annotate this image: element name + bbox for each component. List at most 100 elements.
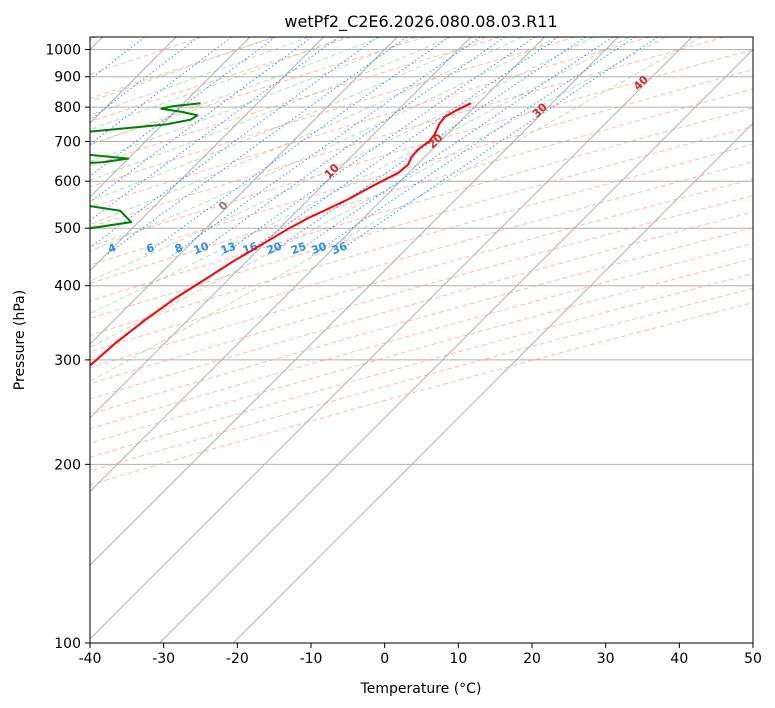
- x-tick-label: 0: [380, 651, 389, 667]
- moist-adiabat: [90, 37, 487, 202]
- profiles: [90, 102, 472, 367]
- mixing-ratio-line: [90, 37, 339, 222]
- moist-adiabat: [90, 37, 345, 131]
- isotherm-label: 40: [631, 73, 651, 93]
- mixing-ratio-label: 20: [265, 240, 284, 258]
- dry-adiabat: [90, 37, 202, 76]
- dry-adiabat: [90, 37, 576, 188]
- isotherm-line: [90, 37, 398, 345]
- mixing-ratio-line: [171, 37, 481, 256]
- x-tick-label: 30: [597, 651, 615, 667]
- mixing-ratio-label: 6: [145, 241, 157, 256]
- isotherm-line: [90, 37, 251, 198]
- mixing-ratio-label: 30: [310, 240, 329, 258]
- mixing-ratio-line: [90, 37, 379, 248]
- mixing-ratio-label: 10: [192, 240, 211, 258]
- y-tick-label: 500: [54, 221, 81, 237]
- mixing-ratio-line: [291, 37, 613, 256]
- moist-adiabat: [90, 37, 558, 252]
- mixing-ratio-label: 13: [219, 240, 238, 257]
- isotherm-line: [90, 37, 324, 272]
- mixing-ratio-line: [90, 37, 276, 177]
- dry-adiabat: [90, 37, 725, 228]
- y-axis-label: Pressure (hPa): [12, 290, 28, 390]
- isotherm-line: [232, 122, 753, 643]
- dry-adiabat: [90, 258, 753, 444]
- x-axis-label: Temperature (°C): [360, 681, 482, 697]
- isotherm-line: [159, 48, 753, 643]
- mixing-ratio-label: 25: [289, 240, 308, 257]
- dewpoint-profile: [90, 102, 201, 230]
- x-tick-label: 50: [744, 651, 762, 667]
- moist-adiabat: [90, 37, 309, 116]
- dry-adiabat: [90, 211, 753, 400]
- y-tick-label: 100: [54, 636, 81, 652]
- mixing-ratio-label: 16: [241, 240, 260, 258]
- dry-adiabat: [90, 242, 753, 430]
- isotherm-label: 10: [322, 161, 342, 181]
- dry-adiabat: [90, 302, 753, 486]
- dry-adiabat: [90, 143, 753, 336]
- dry-adiabat: [90, 88, 753, 284]
- dry-adiabat: [90, 69, 753, 266]
- dry-adiabat: [90, 287, 753, 472]
- dry-adiabat: [90, 49, 753, 247]
- moist-adiabat: [90, 37, 630, 315]
- y-axis-ticks: 100 200 300 400 500 600 700 800 900 1000: [45, 43, 90, 652]
- dry-adiabat: [90, 227, 753, 415]
- mixing-ratio-label: 8: [173, 241, 185, 256]
- mixing-ratio-label: 36: [330, 240, 349, 258]
- dry-adiabat: [90, 37, 501, 167]
- dry-adiabat: [90, 107, 753, 302]
- plot-frame: [89, 36, 754, 644]
- background-lines: [90, 37, 753, 643]
- mixing-ratio-label: 4: [106, 241, 118, 256]
- dry-adiabat: [90, 178, 753, 369]
- dry-adiabat: [90, 161, 753, 353]
- x-tick-label: -20: [226, 651, 249, 667]
- y-tick-label: 900: [54, 70, 81, 86]
- isotherm-label: 30: [530, 100, 550, 120]
- x-tick-label: 10: [449, 651, 467, 667]
- mixing-ratio-label: 1.5: [14, 239, 37, 258]
- x-tick-label: 20: [523, 651, 541, 667]
- x-axis-ticks: -40 -30 -20 -10 0 10 20 30 40 50: [79, 643, 762, 667]
- y-tick-label: 600: [54, 174, 81, 190]
- dry-adiabat: [90, 125, 753, 319]
- dry-adiabat: [90, 37, 351, 123]
- x-tick-label: -10: [300, 651, 323, 667]
- dry-adiabat: [90, 273, 753, 458]
- y-tick-label: 800: [54, 100, 81, 116]
- mixing-ratio-line: [90, 37, 199, 121]
- x-tick-label: -40: [79, 651, 102, 667]
- isotherm-line: [90, 37, 693, 640]
- moist-adiabat: [90, 37, 523, 226]
- mixing-ratio-line: [90, 37, 232, 146]
- dry-adiabat: [90, 195, 753, 385]
- moist-adiabat: [90, 37, 416, 163]
- y-tick-label: 700: [54, 134, 81, 150]
- mixing-ratio-line: [194, 37, 506, 256]
- x-tick-label: -30: [152, 651, 175, 667]
- y-tick-label: 300: [54, 353, 81, 369]
- moist-adiabat: [90, 37, 594, 282]
- mixing-ratio-line: [243, 37, 560, 256]
- y-tick-label: 400: [54, 279, 81, 295]
- mixing-ratio-line: [221, 37, 535, 256]
- y-tick-label: 1000: [45, 43, 81, 59]
- temperature-profile: [90, 102, 472, 367]
- chart-title: wetPf2_C2E6.2026.080.08.03.R11: [284, 12, 557, 32]
- isotherm-line: [90, 37, 472, 419]
- dry-adiabat: [90, 37, 426, 145]
- x-tick-label: 40: [670, 651, 688, 667]
- isotherm-line: [90, 37, 619, 566]
- y-tick-label: 200: [54, 457, 81, 473]
- mixing-ratio-line: [143, 37, 450, 256]
- mixing-ratio-label: 2: [44, 241, 56, 256]
- mixing-ratio-line: [332, 37, 658, 256]
- moist-adiabat: [90, 37, 452, 181]
- moist-adiabat: [90, 37, 666, 348]
- mixing-ratio-line: [105, 37, 408, 256]
- moist-adiabat: [90, 37, 702, 383]
